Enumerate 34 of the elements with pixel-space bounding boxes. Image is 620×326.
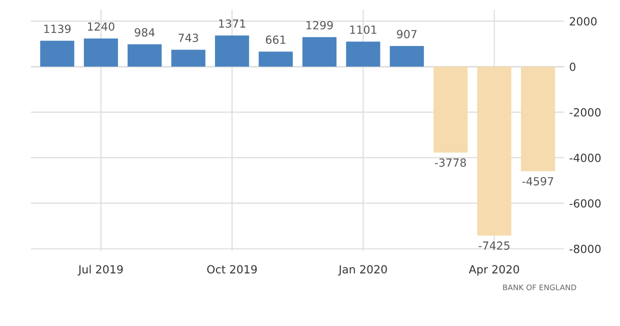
y-tick-label: -4000 [570,154,601,162]
x-tick-label: Jul 2019 [78,264,123,276]
data-label: -3778 [434,158,466,167]
y-tick-label: -8000 [570,244,601,254]
bar [477,66,512,236]
data-label: -4597 [522,177,554,186]
data-label: 1139 [44,24,71,34]
bar [40,40,74,67]
bar [520,66,556,172]
bar [128,44,162,67]
bar [434,66,468,153]
bar [215,35,250,67]
y-tick-label: 2000 [570,17,597,26]
data-label: 1240 [88,22,114,31]
data-label: 1101 [350,26,376,34]
y-tick-label: -6000 [570,199,601,208]
bar [84,38,118,67]
bar [171,50,206,67]
bar [258,52,293,67]
data-label: 661 [266,36,286,44]
y-tick-label: -2000 [570,108,601,117]
data-label: 984 [134,28,155,37]
data-label: 1299 [306,21,333,30]
x-tick-label: Apr 2020 [468,265,520,276]
data-label: 1371 [219,19,246,28]
data-label: 743 [178,34,198,42]
bar [390,46,424,67]
x-tick-label: Oct 2019 [207,265,257,274]
data-label: -7425 [478,241,510,250]
y-tick-label: 0 [570,62,576,72]
bar [302,37,336,67]
data-label: 907 [396,30,417,38]
bar [346,42,380,67]
x-tick-label: Jan 2020 [338,265,387,276]
